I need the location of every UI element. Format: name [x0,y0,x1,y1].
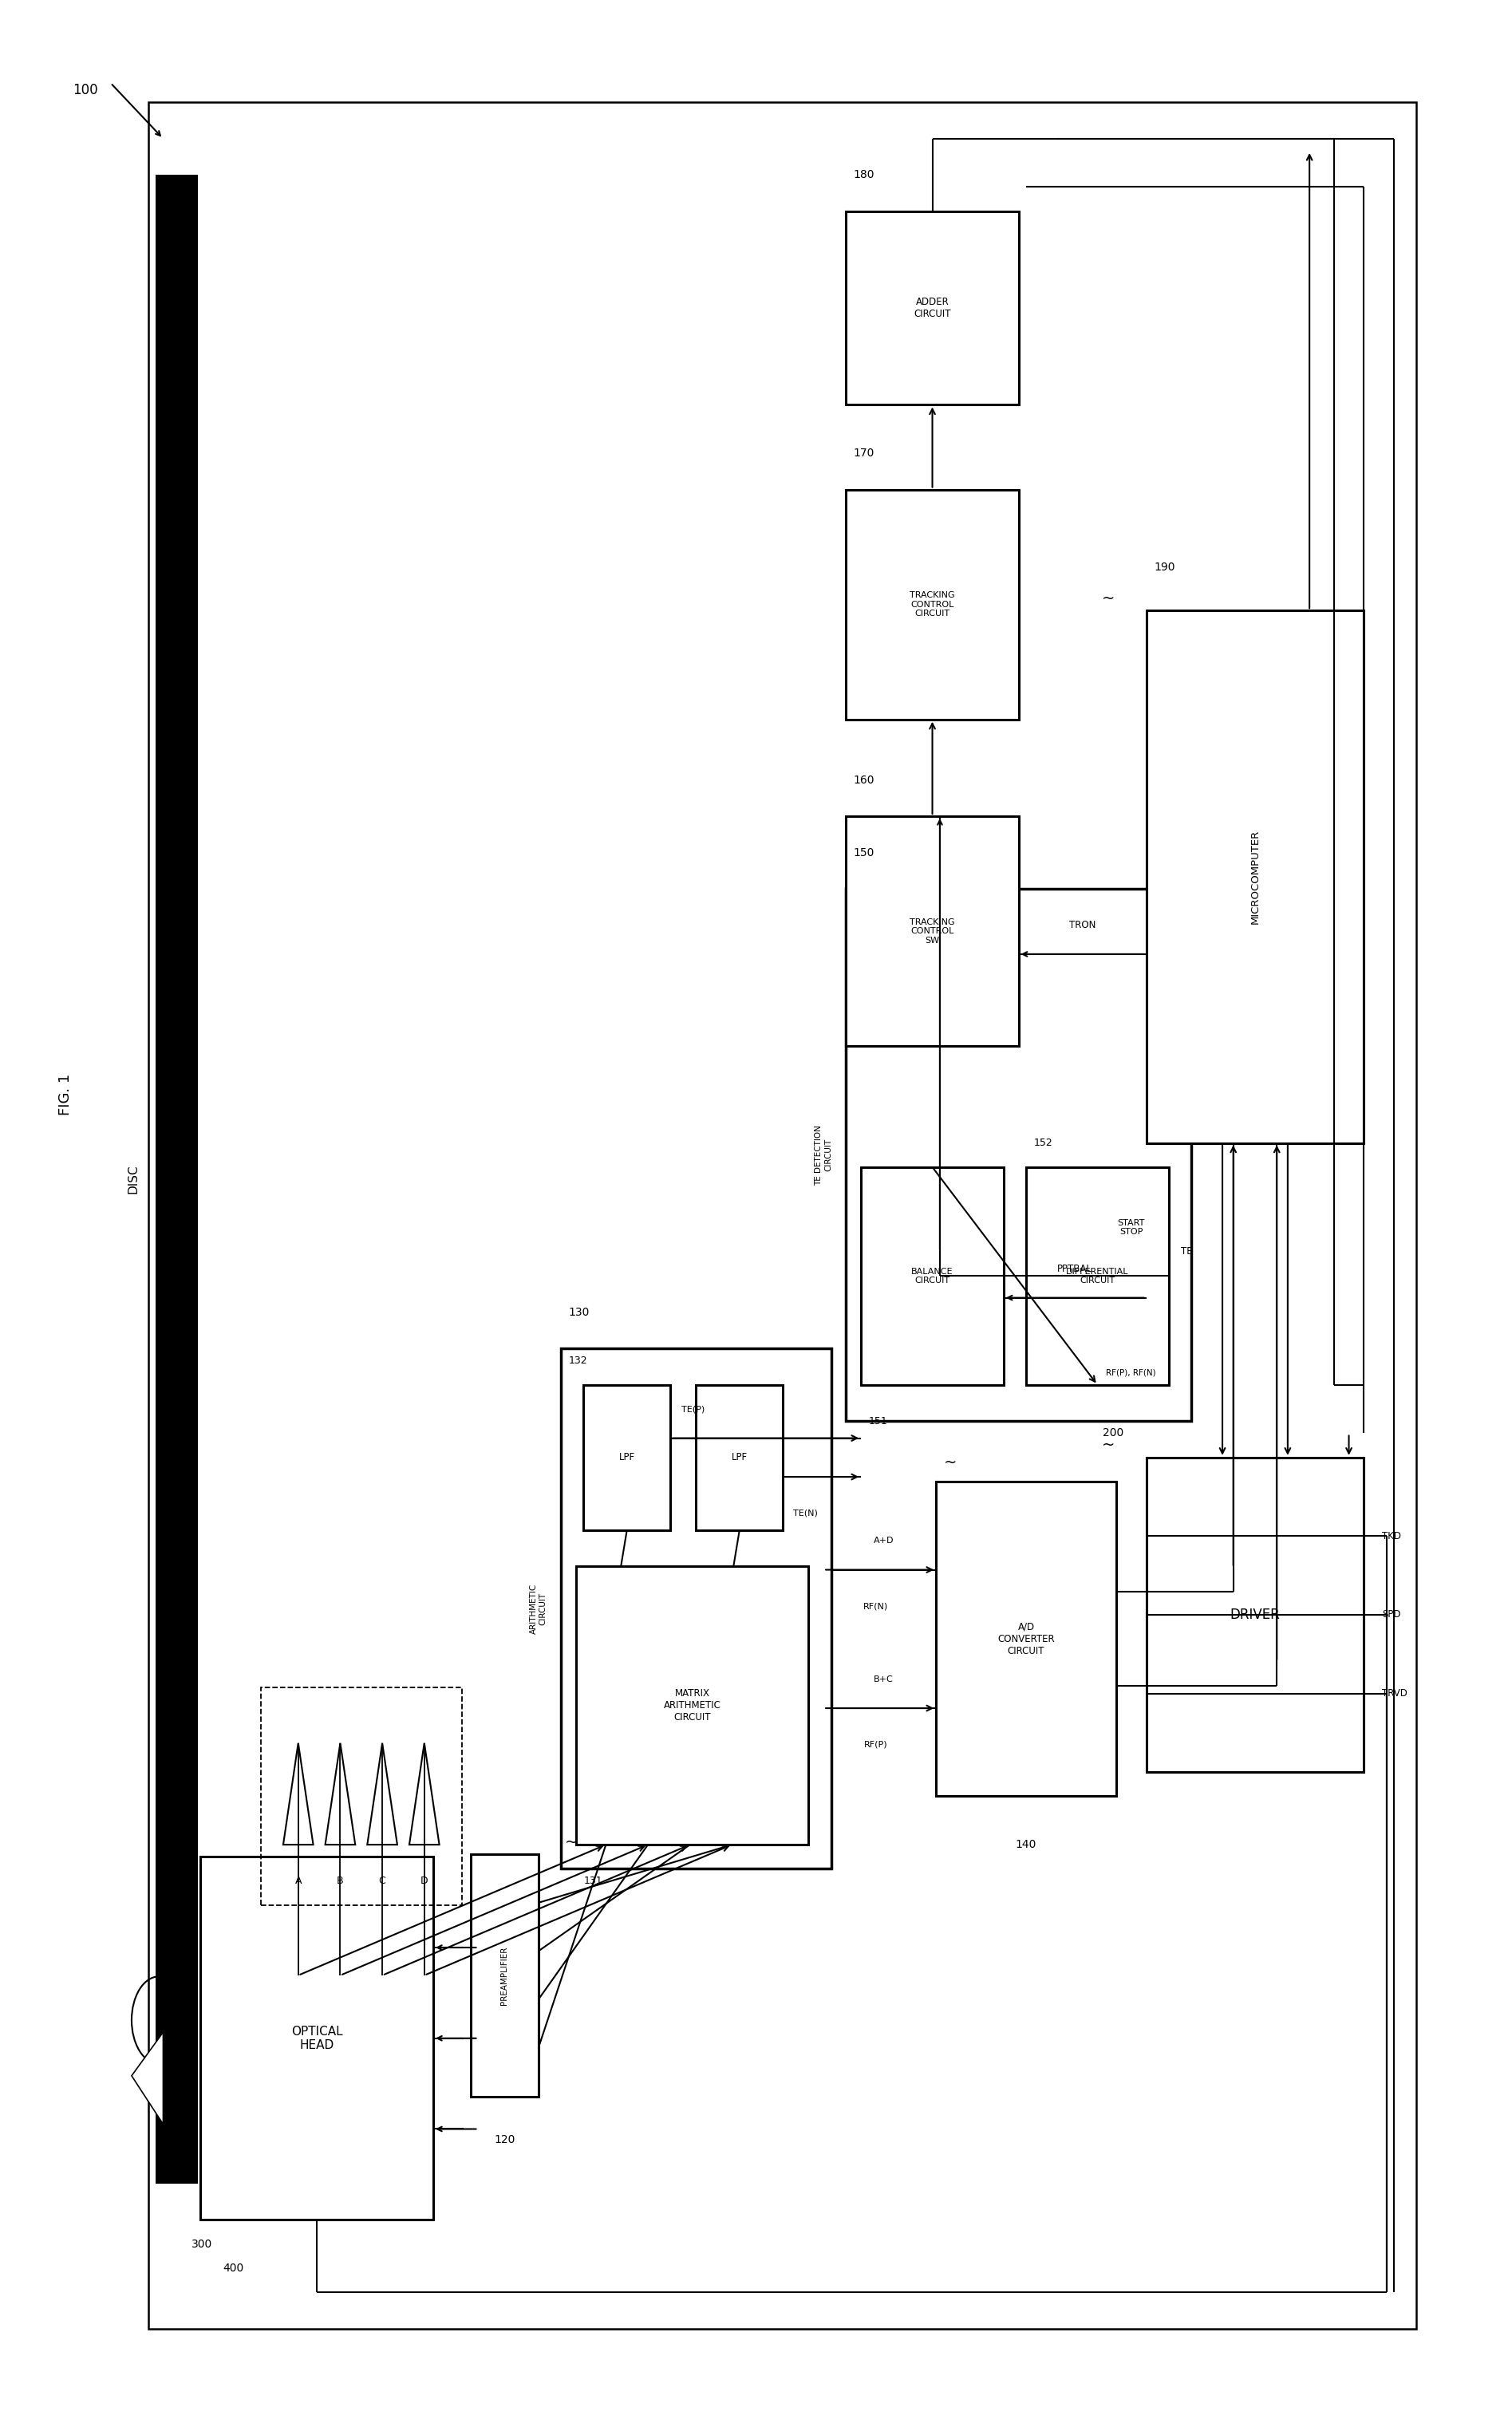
Bar [156,175,198,2183]
Text: TRVD: TRVD [1382,1687,1408,1699]
Text: BALANCE
CIRCUIT: BALANCE CIRCUIT [912,1267,953,1284]
Polygon shape [283,1743,313,1845]
Bar [696,1386,783,1529]
Text: ~: ~ [1102,1437,1116,1454]
Text: TRACKING
CONTROL
CIRCUIT: TRACKING CONTROL CIRCUIT [910,591,956,617]
Text: TE(N): TE(N) [794,1510,818,1517]
Bar [936,1480,1116,1797]
Text: 152: 152 [1034,1138,1052,1147]
Text: 120: 120 [494,2134,516,2147]
Text: RF(N): RF(N) [863,1602,889,1609]
Text: 131: 131 [584,1877,602,1886]
Text: 100: 100 [73,83,98,97]
Text: FIG. 1: FIG. 1 [59,1075,73,1116]
Bar [847,890,1191,1422]
Text: C: C [380,1877,386,1886]
Text: MICROCOMPUTER: MICROCOMPUTER [1250,829,1259,924]
Text: 150: 150 [854,846,874,858]
Polygon shape [132,2032,163,2125]
Text: B: B [337,1877,343,1886]
Text: 300: 300 [192,2239,213,2249]
Polygon shape [325,1743,355,1845]
Text: TE(P): TE(P) [682,1405,705,1412]
Bar [847,817,1019,1045]
Text: TE DETECTION
CIRCUIT: TE DETECTION CIRCUIT [815,1126,832,1186]
Text: TE: TE [1181,1247,1193,1257]
Text: 132: 132 [569,1356,587,1366]
Bar [260,1687,461,1906]
Polygon shape [367,1743,398,1845]
Bar [860,1167,1004,1386]
Bar [847,211,1019,406]
Text: A/D
CONVERTER
CIRCUIT: A/D CONVERTER CIRCUIT [998,1621,1055,1656]
Text: 151: 151 [868,1415,888,1427]
Bar [561,1349,832,1869]
Text: D: D [420,1877,428,1886]
Text: 200: 200 [1102,1427,1123,1439]
Text: 170: 170 [854,447,874,459]
Text: OPTICAL
HEAD: OPTICAL HEAD [292,2025,343,2052]
Text: RF(P), RF(N): RF(P), RF(N) [1107,1369,1157,1376]
Bar [1146,1459,1364,1772]
Text: MATRIX
ARITHMETIC
CIRCUIT: MATRIX ARITHMETIC CIRCUIT [664,1690,721,1724]
Text: ~: ~ [943,1454,957,1471]
Text: DIFFERENTIAL
CIRCUIT: DIFFERENTIAL CIRCUIT [1066,1267,1129,1284]
Text: 400: 400 [224,2263,243,2273]
Bar [1146,610,1364,1143]
Text: ADDER
CIRCUIT: ADDER CIRCUIT [913,297,951,318]
Text: TRON: TRON [1069,919,1096,931]
Text: PPTBAL: PPTBAL [1057,1264,1093,1274]
Text: ~: ~ [565,1835,578,1850]
Text: 180: 180 [854,170,875,180]
Text: START
STOP: START STOP [1117,1218,1145,1237]
Text: ARITHMETIC
CIRCUIT: ARITHMETIC CIRCUIT [529,1583,547,1634]
Text: RF(P): RF(P) [865,1741,888,1748]
Bar [584,1386,670,1529]
Polygon shape [410,1743,440,1845]
Bar [1027,1167,1169,1386]
Text: 130: 130 [569,1308,590,1318]
Text: A+D: A+D [874,1536,894,1544]
Text: 160: 160 [854,775,875,785]
Bar [201,1857,434,2220]
Text: A: A [295,1877,301,1886]
Text: B+C: B+C [874,1675,894,1682]
Text: ~: ~ [1102,591,1116,605]
Text: SPD: SPD [1382,1609,1400,1619]
Text: 190: 190 [1154,562,1175,574]
Bar [847,489,1019,720]
Text: DRIVER: DRIVER [1231,1607,1281,1621]
Bar [148,102,1417,2329]
Text: DISC: DISC [127,1164,139,1194]
Text: PREAMPLIFIER: PREAMPLIFIER [500,1947,508,2006]
Text: LPF: LPF [618,1451,635,1463]
Text: TRACKING
CONTROL
SW: TRACKING CONTROL SW [910,919,956,943]
Bar [576,1566,809,1845]
Text: 140: 140 [1016,1840,1037,1850]
Text: TKD: TKD [1382,1532,1402,1541]
Text: LPF: LPF [732,1451,747,1463]
Bar [470,1855,538,2096]
